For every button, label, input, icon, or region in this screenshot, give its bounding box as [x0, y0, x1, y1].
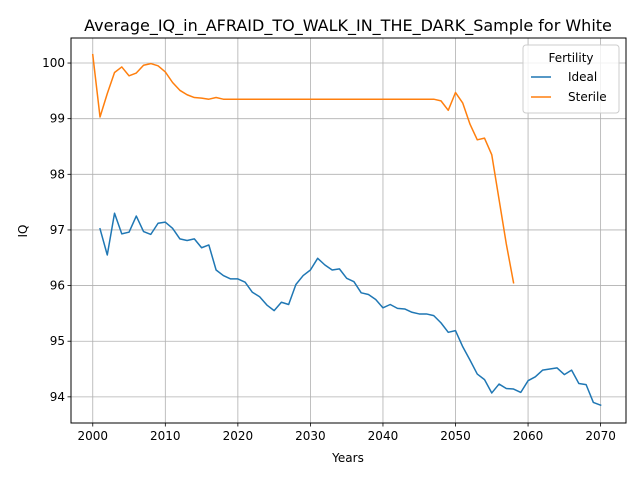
- x-tick-label: 2040: [368, 429, 399, 443]
- x-axis-label: Years: [331, 451, 364, 465]
- y-tick-label: 94: [50, 390, 65, 404]
- y-axis-ticks: 94 95 96 97 98 99 100: [42, 56, 71, 404]
- chart-title: Average_IQ_in_AFRAID_TO_WALK_IN_THE_DARK…: [84, 16, 612, 36]
- y-tick-label: 95: [50, 334, 65, 348]
- y-tick-label: 98: [50, 167, 65, 181]
- y-axis-label: IQ: [16, 225, 30, 238]
- x-tick-label: 2010: [150, 429, 181, 443]
- series-line-sterile: [91, 53, 515, 284]
- x-tick-label: 2020: [223, 429, 254, 443]
- y-tick-label: 100: [42, 56, 65, 70]
- y-tick-label: 99: [50, 112, 65, 126]
- plot-frame: [70, 37, 627, 424]
- x-tick-label: 2050: [440, 429, 471, 443]
- legend-box: [522, 44, 620, 114]
- legend-title: Fertility: [548, 51, 593, 65]
- y-tick-label: 97: [50, 223, 65, 237]
- x-axis-ticks: 2000 2010 2020 2030 2040 2050 2060 2070: [77, 423, 616, 443]
- legend: Fertility Ideal Sterile: [522, 44, 620, 114]
- x-tick-label: 2030: [295, 429, 326, 443]
- legend-label-ideal: Ideal: [568, 70, 597, 84]
- legend-label-sterile: Sterile: [568, 90, 607, 104]
- x-tick-label: 2000: [77, 429, 108, 443]
- y-tick-label: 96: [50, 279, 65, 293]
- x-tick-label: 2070: [585, 429, 616, 443]
- x-tick-label: 2060: [513, 429, 544, 443]
- series-line-ideal: [99, 212, 602, 407]
- series-lines: [91, 53, 602, 407]
